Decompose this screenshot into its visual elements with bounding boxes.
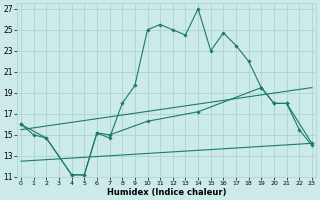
X-axis label: Humidex (Indice chaleur): Humidex (Indice chaleur) xyxy=(107,188,226,197)
